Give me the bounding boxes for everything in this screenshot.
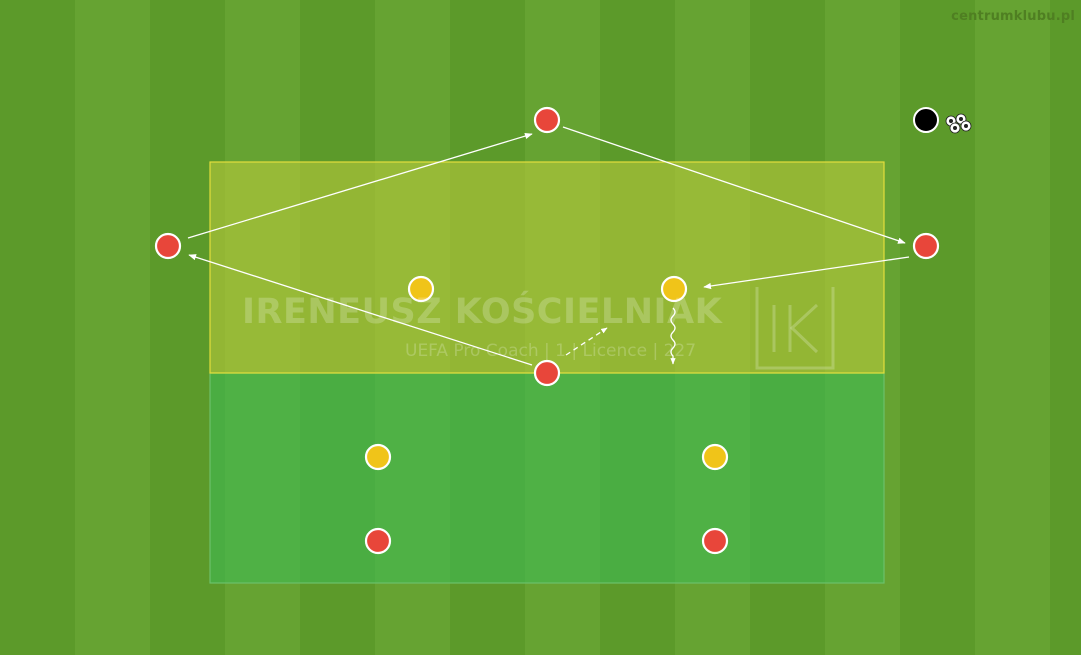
site-brand[interactable]: centrumklubu.pl	[951, 9, 1075, 24]
grass-stripe	[0, 0, 75, 655]
pass-arrow	[562, 126, 906, 244]
pass-arrow	[187, 133, 533, 239]
grass-stripe	[975, 0, 1050, 655]
coach-marker	[913, 107, 939, 133]
run-arrow	[565, 327, 608, 356]
pass-arrow	[188, 254, 533, 366]
player-yellow-bottom-zone-right	[701, 443, 729, 471]
watermark-name: IRENEUSZ KOŚCIELNIAK	[242, 292, 723, 332]
player-yellow-top-zone-left	[407, 275, 435, 303]
grass-stripe	[75, 0, 150, 655]
grass-stripe	[900, 0, 975, 655]
watermark-subtitle: UEFA Pro Coach | 1 | Licence | 227	[405, 341, 697, 361]
grass-stripe	[1050, 0, 1081, 655]
pass-arrow	[703, 256, 910, 290]
pass-lines	[187, 126, 910, 366]
player-red-outside-top	[533, 106, 561, 134]
player-red-bottom-zone-right	[701, 527, 729, 555]
player-yellow-bottom-zone-left	[364, 443, 392, 471]
balls-icon	[945, 113, 972, 134]
zone-bottom	[209, 372, 885, 584]
player-red-outside-right	[912, 232, 940, 260]
dribble-arrow	[670, 307, 676, 365]
player-yellow-top-zone-right	[660, 275, 688, 303]
player-red-centre-bottom	[533, 359, 561, 387]
players	[154, 106, 940, 555]
player-red-outside-left	[154, 232, 182, 260]
player-red-bottom-zone-left	[364, 527, 392, 555]
watermark-logo	[755, 287, 835, 370]
